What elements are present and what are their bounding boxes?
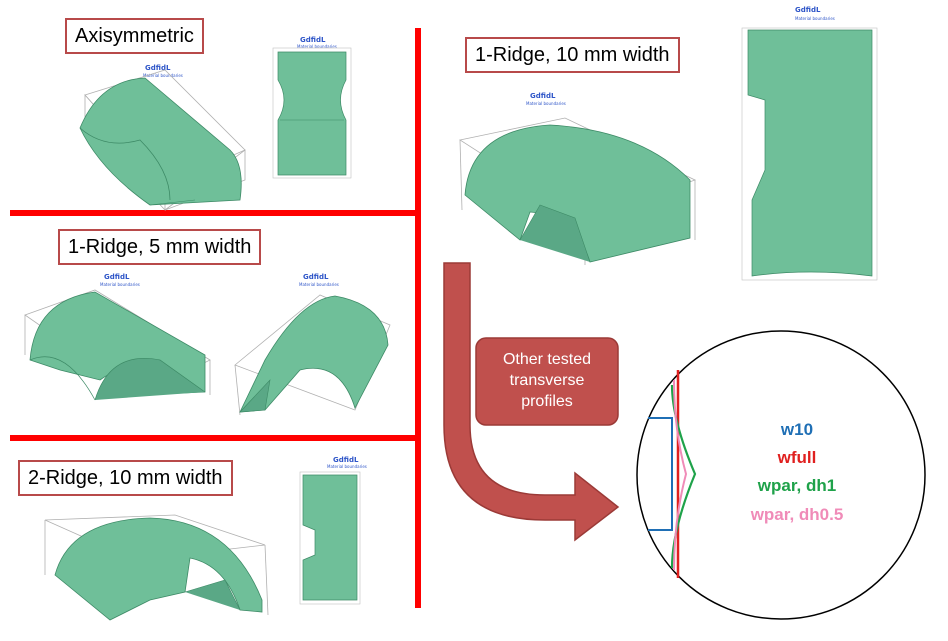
plot-subtitle: Material boundaries	[795, 16, 835, 21]
plot-title: GdfidL	[530, 92, 556, 100]
plot-title: GdfidL	[795, 6, 821, 14]
divider-vertical	[415, 28, 421, 608]
plot-subtitle: Material boundaries	[143, 73, 183, 78]
plot-subtitle: Material boundaries	[297, 44, 337, 49]
divider-horizontal-top	[10, 210, 418, 216]
plot-title: GdfidL	[145, 64, 171, 72]
plot-title: GdfidL	[333, 456, 359, 464]
ridge2-10mm-label: 2-Ridge, 10 mm width	[18, 460, 233, 496]
plot-subtitle: Material boundaries	[100, 282, 140, 287]
plot-title: GdfidL	[104, 273, 130, 281]
callout-line-2: transverse	[509, 372, 585, 389]
callout-line-3: profiles	[521, 393, 573, 410]
ridge1-5mm-label: 1-Ridge, 5 mm width	[58, 229, 262, 265]
legend-w10: w10	[780, 420, 814, 439]
axisymmetric-label: Axisymmetric	[65, 18, 204, 54]
plot-subtitle: Material boundaries	[299, 282, 339, 287]
ridge1-10mm-label: 1-Ridge, 10 mm width	[465, 37, 680, 73]
plot-subtitle: Material boundaries	[327, 464, 367, 469]
plot-title: GdfidL	[300, 36, 326, 44]
legend-wpar-dh1: wpar, dh1	[757, 476, 837, 495]
callout-text: Other tested transverse profiles	[476, 349, 618, 412]
legend-wfull: wfull	[777, 448, 817, 467]
divider-horizontal-bottom	[10, 435, 418, 441]
plot-title: GdfidL	[303, 273, 329, 281]
legend-wpar-dh0-5: wpar, dh0.5	[750, 505, 844, 524]
plot-subtitle: Material boundaries	[526, 101, 566, 106]
callout-line-1: Other tested	[502, 351, 592, 368]
